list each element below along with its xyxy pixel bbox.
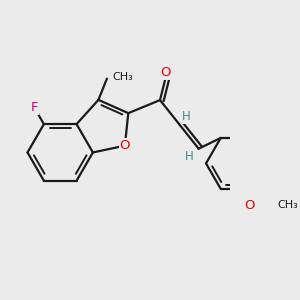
Text: O: O	[120, 139, 130, 152]
Text: O: O	[161, 66, 171, 79]
Text: O: O	[244, 199, 255, 212]
Text: F: F	[30, 101, 38, 114]
Text: H: H	[184, 150, 193, 164]
Text: CH₃: CH₃	[277, 200, 298, 210]
Text: CH₃: CH₃	[112, 72, 134, 82]
Text: H: H	[182, 110, 191, 123]
